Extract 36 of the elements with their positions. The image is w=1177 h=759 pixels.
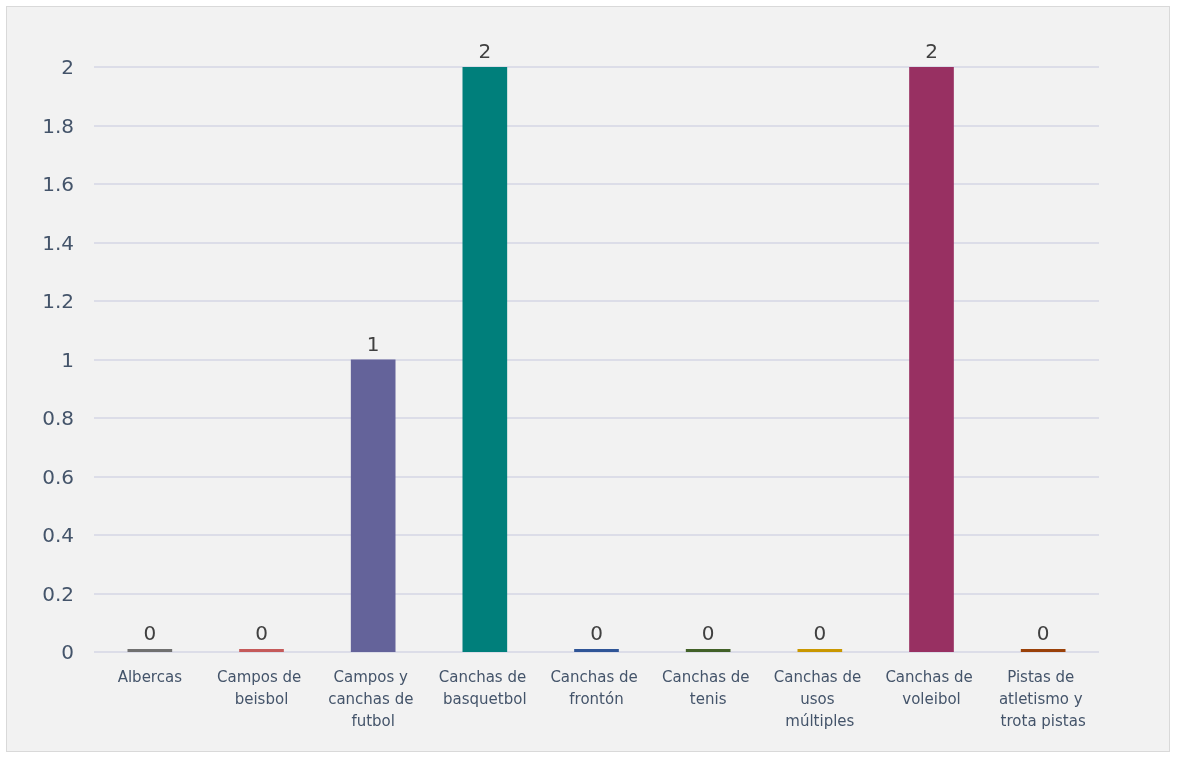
bar: [239, 649, 284, 652]
y-tick-label: 0.8: [42, 406, 74, 430]
y-tick-label: 1.2: [42, 289, 74, 313]
bar: [462, 67, 508, 652]
data-label: 0: [701, 621, 715, 645]
bar: [909, 67, 954, 652]
y-tick-label: 1: [61, 347, 74, 372]
data-label: 0: [1036, 621, 1050, 645]
data-label: 0: [590, 621, 603, 645]
y-tick-label: 1.6: [42, 172, 74, 196]
x-tick-label: Campos y canchas de futbol: [328, 668, 419, 730]
x-tick-label: Pistas de atletismo y trota pistas: [998, 668, 1088, 730]
y-tick-label: 0.6: [42, 464, 74, 489]
bar: [797, 649, 843, 652]
y-tick-label: 1.8: [42, 113, 74, 138]
data-label: 2: [925, 39, 938, 63]
y-tick-label: 0: [61, 640, 74, 664]
x-tick-label: Albercas: [117, 668, 183, 686]
data-label: 2: [478, 39, 492, 63]
x-tick-label: Canchas de usos múltiples: [773, 668, 866, 730]
x-tick-label: Canchas de tenis: [662, 668, 755, 708]
data-label: 0: [813, 621, 827, 645]
y-tick-label: 1.4: [42, 230, 74, 255]
data-label: 0: [143, 621, 157, 645]
x-tick-label: Canchas de basquetbol: [438, 668, 531, 708]
bar: [1020, 649, 1066, 652]
y-tick-label: 2: [61, 55, 74, 79]
bar: [350, 359, 396, 652]
x-tick-label: Canchas de frontón: [550, 668, 643, 708]
y-tick-label: 0.4: [42, 523, 74, 547]
data-label: 1: [366, 331, 380, 356]
y-tick-label: 0.2: [42, 581, 74, 606]
x-tick-label: Campos de beisbol: [216, 668, 307, 708]
x-tick-label: Canchas de voleibol: [885, 668, 978, 708]
bar: [574, 649, 619, 652]
data-label: 0: [255, 621, 268, 645]
